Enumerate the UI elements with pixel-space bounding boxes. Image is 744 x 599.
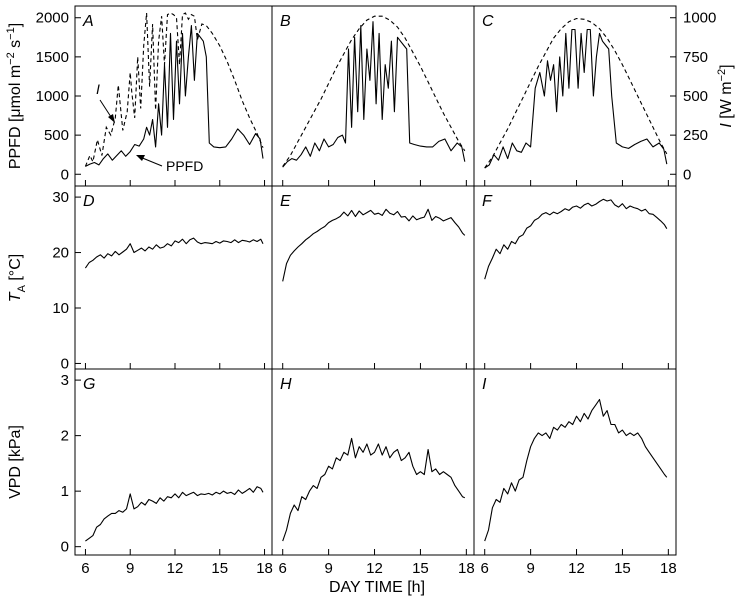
x-tick-label: 9: [126, 560, 134, 577]
x-tick-label: 12: [167, 560, 184, 577]
axis-title-part: ]: [718, 64, 735, 68]
right-y-tick-label: 500: [683, 88, 708, 105]
right-y-axis-title-irradiance: I [W m−2]: [716, 64, 735, 127]
x-tick-label: 9: [324, 560, 332, 577]
panel-frame: [473, 185, 677, 370]
panel-frame: [271, 368, 475, 556]
series-line-ta: [84, 237, 264, 269]
x-tick-label: 18: [660, 560, 677, 577]
annotation-irradiance-label: I: [96, 81, 100, 97]
panel-label: C: [482, 13, 494, 30]
y-tick-label: 1500: [36, 49, 69, 66]
y-axis-title-ppfd: PPFD [μmol m−2 s−1]: [5, 23, 24, 169]
x-tick-label: 12: [568, 560, 585, 577]
y-tick-label: 0: [61, 166, 69, 183]
x-tick-label: 6: [481, 560, 489, 577]
x-tick-label: 18: [458, 560, 475, 577]
axis-title-part: ]: [7, 23, 24, 27]
panel-e: E: [271, 185, 475, 370]
panel-label: F: [482, 193, 493, 210]
x-tick-label: 15: [211, 560, 228, 577]
right-y-tick-label: 250: [683, 127, 708, 144]
x-tick-label: 6: [279, 560, 287, 577]
axis-title-part: I: [718, 123, 735, 128]
panel-i: I: [473, 368, 677, 556]
axis-title-part: T: [7, 291, 24, 302]
panel-label: B: [280, 13, 291, 30]
series-line-ppfd: [85, 25, 264, 167]
axis-title-part: VPD [kPa]: [7, 425, 24, 499]
x-tick-label: 15: [614, 560, 631, 577]
panel-frame: [74, 185, 273, 370]
x-tick-label: 9: [526, 560, 534, 577]
series-line-i: [484, 17, 668, 169]
y-tick-label: 1: [61, 483, 69, 500]
y-tick-label: 2000: [36, 10, 69, 27]
axis-title-part: A: [16, 284, 28, 292]
y-tick-label: 0: [61, 355, 69, 372]
arrowhead-icon: [108, 114, 115, 123]
panel-label: D: [83, 193, 95, 210]
right-y-tick-label: 0: [683, 166, 691, 183]
arrowhead-icon: [136, 155, 145, 161]
x-axis-title: DAY TIME [h]: [329, 579, 425, 596]
series-line-i: [282, 15, 466, 167]
right-y-tick-label: 1000: [683, 10, 716, 27]
panel-frame: [74, 368, 273, 556]
right-y-tick-label: 750: [683, 49, 708, 66]
axis-title-part: [°C]: [7, 254, 24, 285]
panel-label: E: [280, 193, 291, 210]
y-tick-label: 2: [61, 428, 69, 445]
panel-frame: [473, 368, 677, 556]
x-tick-label: 18: [256, 560, 273, 577]
series-line-ta: [484, 198, 668, 280]
axis-title-part: −2: [716, 69, 728, 82]
panel-b: B: [271, 5, 475, 187]
series-line-vpd: [85, 486, 264, 542]
panel-f: F: [473, 185, 677, 370]
x-tick-label: 12: [366, 560, 383, 577]
panel-d: D: [74, 185, 273, 370]
series-line-ppfd: [282, 21, 466, 168]
y-tick-label: 500: [44, 127, 69, 144]
panel-g: G: [74, 368, 273, 556]
panel-label: G: [83, 376, 95, 393]
panels-layer: A B C D E F G H I: [74, 5, 677, 556]
annotation-ppfd-label: PPFD: [166, 158, 203, 174]
y-tick-label: 3: [61, 372, 69, 389]
axis-title-part: PPFD [μmol m: [7, 65, 24, 169]
series-line-vpd: [484, 398, 668, 542]
y-axis-title-vpd: VPD [kPa]: [7, 425, 24, 499]
series-line-ppfd: [484, 28, 668, 169]
axis-title-part: −1: [5, 27, 17, 40]
y-tick-label: 20: [52, 245, 69, 262]
y-tick-label: 30: [52, 189, 69, 206]
panel-c: C: [473, 5, 677, 187]
axis-title-part: [W m: [718, 81, 735, 123]
panel-label: I: [482, 376, 487, 393]
panel-label: H: [280, 376, 292, 393]
series-line-vpd: [282, 437, 466, 542]
panel-h: H: [271, 368, 475, 556]
x-tick-label: 6: [81, 560, 89, 577]
axis-title-part: s: [7, 40, 24, 52]
y-tick-label: 0: [61, 539, 69, 556]
labels-layer: 6 9 12 15 18 6 9 12 15 18 6 9 12 15 180500100015002000…: [5, 10, 735, 596]
x-tick-label: 15: [412, 560, 429, 577]
y-axis-title-ta: TA [°C]: [7, 254, 28, 302]
y-tick-label: 1000: [36, 88, 69, 105]
series-line-ta: [282, 208, 466, 282]
panel-label: A: [82, 13, 94, 30]
annotation-arrow-ppfd: [139, 156, 163, 167]
y-tick-label: 10: [52, 300, 69, 317]
axis-title-part: −2: [5, 52, 17, 65]
series-line-i: [84, 12, 264, 167]
